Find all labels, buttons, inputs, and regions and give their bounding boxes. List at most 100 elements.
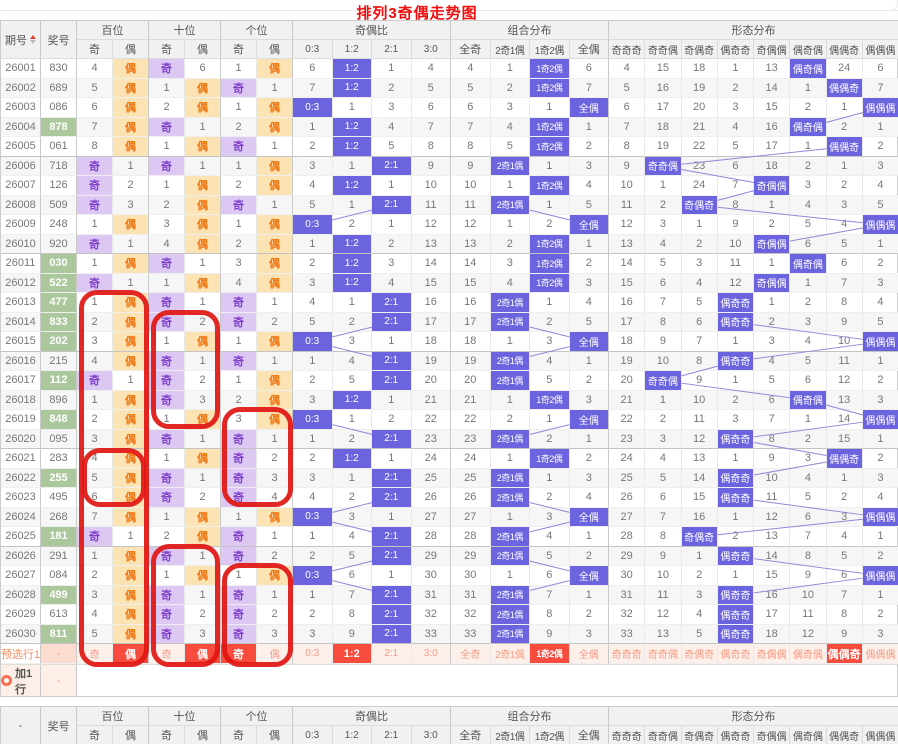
hit-cell: 2:1 <box>372 429 412 449</box>
preselect-cell[interactable]: 奇 <box>77 644 113 664</box>
preselect-cell-selected[interactable]: 偶 <box>113 644 149 664</box>
miss-cell: 6 <box>645 488 682 508</box>
miss-cell: 7 <box>717 176 754 196</box>
miss-cell: 11 <box>411 195 451 215</box>
preselect-cell[interactable]: 奇偶偶 <box>754 644 791 664</box>
miss-cell: 7 <box>826 273 863 293</box>
prize-cell: 689 <box>41 78 77 98</box>
miss-cell: 1 <box>530 195 570 215</box>
miss-cell: 10 <box>645 566 682 586</box>
miss-cell: 5 <box>569 312 609 332</box>
miss-cell: 1 <box>717 59 754 79</box>
preselect-cell-selected[interactable]: 奇 <box>221 644 257 664</box>
hit-cell: 偶 <box>185 410 221 430</box>
miss-cell: 8 <box>332 605 372 625</box>
miss-cell: 2 <box>530 215 570 235</box>
prize-cell: 248 <box>41 215 77 235</box>
preselect-cell[interactable]: 奇奇奇 <box>609 644 646 664</box>
miss-cell: 4 <box>717 117 754 137</box>
miss-cell: 18 <box>451 332 491 352</box>
hit-cell: 1奇2偶 <box>530 176 570 196</box>
miss-cell: 16 <box>645 78 682 98</box>
miss-cell: 7 <box>293 78 333 98</box>
hit-cell: 偶 <box>257 98 293 118</box>
prize-cell: 086 <box>41 98 77 118</box>
preselect-cell[interactable]: 2奇1偶 <box>490 644 530 664</box>
period-cell: 26003 <box>1 98 41 118</box>
hit-cell: 偶偶奇 <box>826 137 863 157</box>
miss-cell: 2 <box>681 566 718 586</box>
miss-cell: 2 <box>372 78 412 98</box>
miss-cell: 3 <box>257 468 293 488</box>
miss-cell: 6 <box>451 98 491 118</box>
hit-cell: 奇 <box>221 137 257 157</box>
miss-cell: 4 <box>645 234 682 254</box>
miss-cell: 2 <box>490 410 530 430</box>
miss-cell: 26 <box>609 488 646 508</box>
hit-cell: 1奇2偶 <box>530 273 570 293</box>
hit-cell: 奇偶奇 <box>681 527 718 547</box>
hit-cell: 2:1 <box>372 156 412 176</box>
preselect-cell[interactable]: 奇 <box>149 644 185 664</box>
preselect-cell[interactable]: 3:0 <box>411 644 451 664</box>
miss-cell: 2 <box>754 215 791 235</box>
prize-cell: 878 <box>41 117 77 137</box>
preselect-cell[interactable]: 2:1 <box>372 644 412 664</box>
miss-cell: 4 <box>681 605 718 625</box>
preselect-cell[interactable]: 偶偶偶 <box>862 644 898 664</box>
preselect-cell[interactable]: 全奇 <box>451 644 491 664</box>
preselect-cell[interactable]: 偶 <box>257 644 293 664</box>
miss-cell: 4 <box>149 234 185 254</box>
preselect-cell[interactable]: 偶奇奇 <box>717 644 754 664</box>
miss-cell: 2 <box>372 410 412 430</box>
miss-cell: 1 <box>826 98 863 118</box>
prize-cell: 718 <box>41 156 77 176</box>
miss-cell: 14 <box>754 546 791 566</box>
add-row-button[interactable]: 加1行 <box>1 665 41 696</box>
hit-cell: 1:2 <box>332 254 372 274</box>
miss-cell: 3 <box>77 585 113 605</box>
prize-cell: 112 <box>41 371 77 391</box>
miss-cell: 24 <box>681 176 718 196</box>
miss-cell: 30 <box>609 566 646 586</box>
hit-cell: 偶 <box>113 585 149 605</box>
miss-cell: 1 <box>530 410 570 430</box>
miss-cell: 1 <box>113 371 149 391</box>
preselect-cell-selected[interactable]: 偶 <box>185 644 221 664</box>
miss-cell: 1 <box>717 332 754 352</box>
miss-cell: 2 <box>645 195 682 215</box>
hit-cell: 偶奇奇 <box>717 468 754 488</box>
hit-cell: 偶偶偶 <box>862 215 898 235</box>
hit-cell: 偶 <box>257 566 293 586</box>
preselect-cell[interactable]: 偶奇偶 <box>790 644 827 664</box>
prize-header: 奖号 <box>41 21 77 59</box>
miss-cell: 1 <box>221 507 257 527</box>
hit-cell: 偶 <box>113 449 149 469</box>
hit-cell: 奇 <box>221 468 257 488</box>
miss-cell: 10 <box>681 390 718 410</box>
preselect-cell-selected[interactable]: 1奇2偶 <box>530 644 570 664</box>
preselect-cell-selected[interactable]: 1:2 <box>332 644 372 664</box>
miss-cell: 8 <box>754 429 791 449</box>
preselect-cell[interactable]: 0:3 <box>293 644 333 664</box>
miss-cell: 3 <box>113 195 149 215</box>
hit-cell: 偶 <box>257 273 293 293</box>
miss-cell: 1 <box>717 449 754 469</box>
miss-cell: 15 <box>411 273 451 293</box>
preselect-cell[interactable]: 奇偶奇 <box>681 644 718 664</box>
miss-cell: 4 <box>257 488 293 508</box>
period-sort-header[interactable]: 期号 <box>1 21 41 59</box>
preselect-cell-selected[interactable]: 偶偶奇 <box>826 644 863 664</box>
hit-cell: 偶偶偶 <box>862 507 898 527</box>
miss-cell: 2 <box>257 546 293 566</box>
sub-header: 偶偶偶 <box>862 726 898 744</box>
hit-cell: 偶 <box>257 156 293 176</box>
preselect-cell[interactable]: 全偶 <box>569 644 609 664</box>
group-header-5: 形态分布 <box>609 21 898 40</box>
miss-cell: 6 <box>790 371 827 391</box>
preselect-cell[interactable]: 奇奇偶 <box>645 644 682 664</box>
miss-cell: 2 <box>77 312 113 332</box>
miss-cell: 2 <box>790 98 827 118</box>
miss-cell: 3 <box>569 390 609 410</box>
miss-cell: 1 <box>569 234 609 254</box>
